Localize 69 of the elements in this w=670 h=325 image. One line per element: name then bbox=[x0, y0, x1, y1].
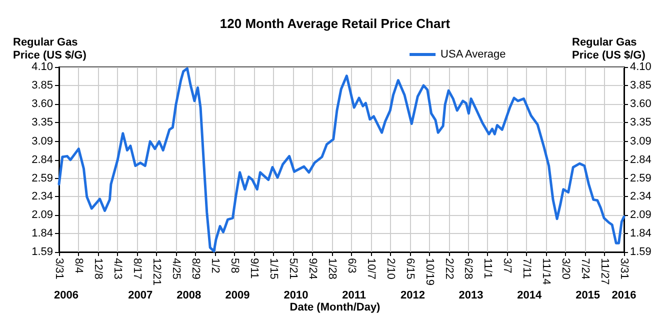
x-tick-label: 5/8 bbox=[228, 258, 240, 274]
x2-tick-label: 2012 bbox=[400, 290, 425, 302]
x2-tick-label: 2013 bbox=[458, 290, 484, 302]
x-tick-label: 2/22 bbox=[442, 258, 455, 280]
x-tick-label: 1/2 bbox=[208, 258, 221, 274]
x-tick-label: 8/17 bbox=[130, 258, 143, 280]
x2-tick-label: 2016 bbox=[612, 290, 636, 302]
y2-tick-label: 2.59 bbox=[630, 172, 652, 184]
y-tick-label: 1.84 bbox=[32, 228, 53, 240]
x-tick-label: 10/19 bbox=[423, 258, 436, 286]
x-tick-label: 7/24 bbox=[579, 258, 592, 280]
y-tick-label: 2.59 bbox=[32, 172, 53, 184]
x-tick-label: 6/3 bbox=[345, 258, 358, 274]
legend-label: USA Average bbox=[440, 48, 506, 60]
y-tick-label: 3.09 bbox=[32, 135, 53, 148]
y2-tick-label: 1.84 bbox=[630, 228, 652, 240]
y2-tick-label: 3.85 bbox=[630, 79, 652, 92]
y-tick-label: 2.09 bbox=[32, 209, 53, 222]
x-tick-label: 8/4 bbox=[72, 258, 84, 274]
y2-tick-label: 3.60 bbox=[630, 98, 652, 110]
y2-tick-label: 3.35 bbox=[630, 116, 652, 128]
y-tick-label: 2.34 bbox=[32, 190, 53, 203]
x2-tick-label: 2008 bbox=[176, 290, 202, 302]
x-tick-label: 6/28 bbox=[462, 258, 474, 280]
x2-tick-label: 2010 bbox=[284, 290, 308, 302]
x-tick-label: 3/31 bbox=[618, 258, 630, 280]
x-tick-label: 3/31 bbox=[53, 258, 65, 280]
y2-tick-label: 4.10 bbox=[630, 61, 652, 73]
x-tick-label: 1/28 bbox=[326, 258, 338, 280]
y2-tick-label: 2.84 bbox=[630, 154, 652, 166]
x-tick-label: 11/14 bbox=[540, 258, 552, 285]
x-tick-label: 3/7 bbox=[501, 258, 514, 274]
line-series bbox=[58, 67, 626, 253]
y-tick-label: 3.85 bbox=[32, 79, 53, 92]
x-tick-label: 9/11 bbox=[248, 258, 260, 279]
y-tick-label: 4.10 bbox=[32, 61, 53, 73]
y2-tick-label: 1.59 bbox=[630, 246, 652, 258]
x-tick-label: 10/7 bbox=[364, 258, 377, 280]
chart-title: 120 Month Average Retail Price Chart bbox=[220, 16, 451, 31]
y-tick-label: 3.60 bbox=[32, 98, 53, 110]
x-tick-label: 5/21 bbox=[286, 258, 299, 280]
x-tick-label: 11/27 bbox=[598, 258, 611, 285]
x2-tick-label: 2015 bbox=[576, 290, 600, 302]
y2-tick-label: 3.09 bbox=[630, 135, 652, 148]
x2-tick-label: 2009 bbox=[225, 290, 250, 302]
y2-tick-label: 2.09 bbox=[630, 209, 652, 222]
x-tick-label: 9/24 bbox=[306, 258, 318, 280]
y-tick-label: 2.84 bbox=[32, 154, 53, 166]
y-tick-label: 3.35 bbox=[32, 116, 53, 128]
x-tick-label: 11/1 bbox=[482, 258, 494, 279]
y-tick-label: 1.59 bbox=[32, 246, 53, 258]
x-tick-label: 7/11 bbox=[520, 258, 533, 279]
y2-tick-label: 2.34 bbox=[630, 190, 652, 203]
x-tick-label: 4/25 bbox=[170, 258, 182, 280]
x2-tick-label: 2014 bbox=[517, 290, 542, 302]
y2-axis-title: Regular Gas Price (US $/G) bbox=[572, 36, 646, 62]
x-tick-label: 12/21 bbox=[150, 258, 162, 286]
x2-tick-label: 2006 bbox=[54, 290, 79, 302]
x2-tick-label: 2007 bbox=[128, 290, 153, 302]
x-tick-label: 6/15 bbox=[404, 258, 416, 280]
x-tick-label: 4/13 bbox=[111, 258, 124, 280]
x-axis-title: Date (Month/Day) bbox=[290, 302, 381, 314]
x-tick-label: 12/8 bbox=[92, 258, 104, 280]
x-tick-label: 8/29 bbox=[189, 258, 202, 280]
x-tick-label: 2/10 bbox=[384, 258, 396, 280]
y-axis-title: Regular Gas Price (US $/G) bbox=[13, 36, 87, 62]
x2-tick-label: 2011 bbox=[342, 290, 366, 302]
x-tick-label: 3/20 bbox=[560, 258, 572, 280]
x-tick-label: 1/15 bbox=[267, 258, 280, 280]
